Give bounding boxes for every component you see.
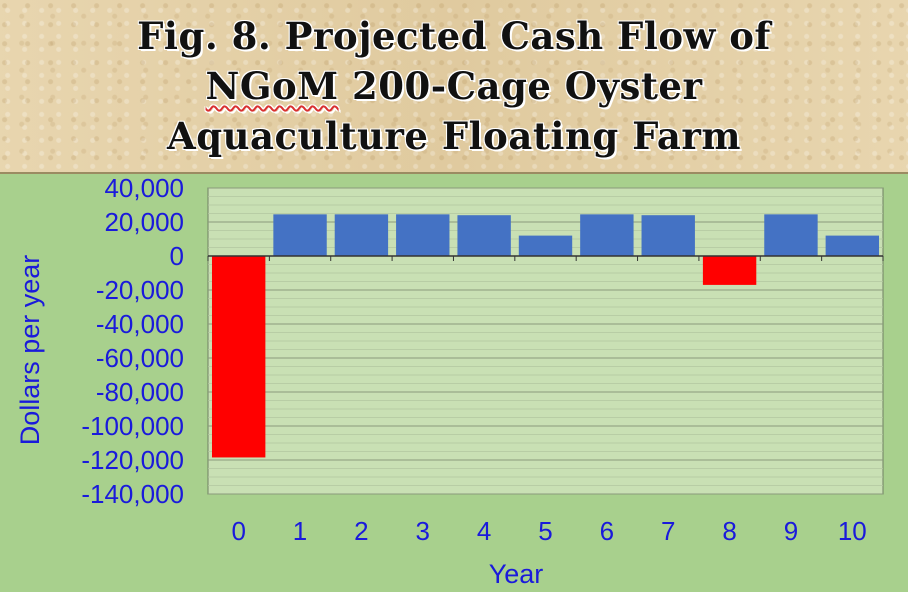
- bar: [457, 215, 511, 256]
- bar: [764, 214, 818, 256]
- bar: [702, 256, 757, 285]
- x-tick-labels: 0 1 2 3 4 5 6 7 8 9 10: [231, 516, 866, 546]
- bar: [334, 214, 389, 256]
- y-tick-label: -80,000: [96, 377, 184, 407]
- chart-title-line-1: Fig. 8. Projected Cash Flow of: [137, 14, 771, 58]
- y-axis-title: Dollars per year: [15, 255, 45, 446]
- bar: [273, 214, 327, 256]
- x-tick-label: 10: [838, 516, 867, 546]
- x-tick-label: 2: [354, 516, 368, 546]
- y-tick-label: 20,000: [104, 207, 184, 237]
- y-tick-label: -140,000: [81, 479, 184, 509]
- y-tick-labels: 40,000 20,000 0 -20,000 -40,000 -60,000 -80,00…: [81, 173, 184, 509]
- x-tick-label: 0: [231, 516, 245, 546]
- bar: [580, 214, 634, 256]
- y-tick-label: -40,000: [96, 309, 184, 339]
- x-tick-label: 4: [477, 516, 491, 546]
- y-tick-label: -60,000: [96, 343, 184, 373]
- title-banner: Fig. 8. Projected Cash Flow of NGoM 200-…: [0, 0, 908, 174]
- chart-title-line-2-rest: 200-Cage Oyster: [338, 64, 703, 108]
- grid-lines: [208, 187, 883, 495]
- y-tick-label: -100,000: [81, 411, 184, 441]
- x-tick-label: 1: [293, 516, 307, 546]
- bar: [518, 235, 573, 256]
- y-tick-label: 0: [170, 241, 184, 271]
- chart-title-line-3: Aquaculture Floating Farm: [167, 114, 741, 158]
- y-tick-label: 40,000: [104, 173, 184, 203]
- x-tick-label: 7: [661, 516, 675, 546]
- chart-title-line-2: NGoM 200-Cage Oyster: [0, 64, 908, 108]
- bar: [211, 256, 266, 458]
- x-axis-title: Year: [489, 559, 544, 589]
- y-tick-label: -20,000: [96, 275, 184, 305]
- chart-title-squiggle-word: NGoM: [205, 64, 339, 108]
- bar: [825, 235, 880, 256]
- bar: [396, 214, 450, 256]
- bar: [641, 215, 695, 256]
- x-tick-label: 6: [600, 516, 614, 546]
- x-tick-label: 8: [722, 516, 736, 546]
- x-tick-label: 3: [416, 516, 430, 546]
- y-tick-label: -120,000: [81, 445, 184, 475]
- x-tick-label: 5: [538, 516, 552, 546]
- bars: [207, 214, 884, 458]
- x-tick-label: 9: [784, 516, 798, 546]
